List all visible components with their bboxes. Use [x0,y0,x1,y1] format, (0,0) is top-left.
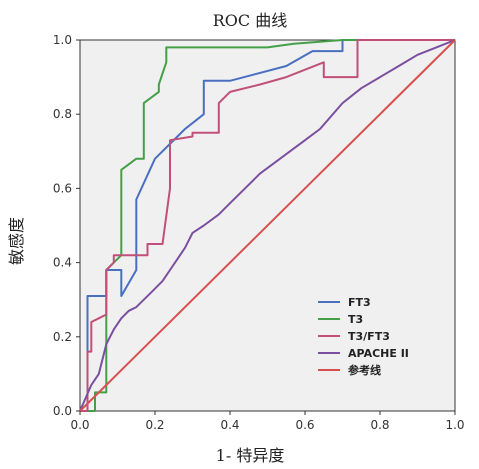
legend-label-t3: T3 [348,313,363,326]
x-tick-label: 0.6 [295,418,314,432]
y-tick-label: 0.4 [53,256,72,270]
legend-label-apache-ii: APACHE II [348,347,409,360]
x-tick-label: 1.0 [445,418,464,432]
legend-label-t3-ft3: T3/FT3 [348,330,390,343]
chart-title: ROC 曲线 [213,11,288,30]
series-line-apache-ii [79,39,456,412]
y-tick-label: 1.0 [53,33,72,47]
legend: FT3 T3 T3/FT3 APACHE II 参考线 [318,296,409,377]
series-line-t3-ft3 [80,39,455,412]
y-tick-label: 0.8 [53,107,72,121]
y-tick-label: 0.2 [53,330,72,344]
legend-label-reference: 参考线 [348,363,381,377]
series-line-reference [79,39,456,412]
y-axis-label: 敏感度 [7,217,26,265]
x-tick-label: 0.0 [70,418,89,432]
x-tick-label: 0.2 [145,418,164,432]
x-tick-label: 0.4 [220,418,239,432]
y-tick-label: 0.0 [53,404,72,418]
y-tick-label: 0.6 [53,181,72,195]
x-axis-label: 1- 特异度 [216,446,285,465]
series-line-t3 [80,39,455,412]
x-tick-label: 0.8 [370,418,389,432]
legend-label-ft3: FT3 [348,296,371,309]
